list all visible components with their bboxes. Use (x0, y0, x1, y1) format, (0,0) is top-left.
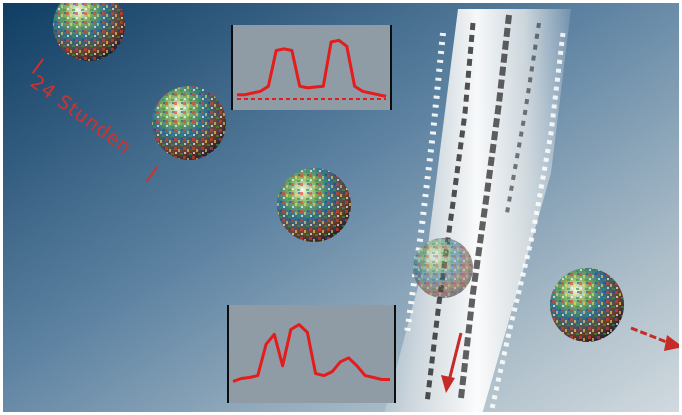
lower-light-curve-chart (232, 323, 390, 383)
earth-globe-icon (413, 238, 473, 298)
light-curve-line (237, 38, 387, 98)
earth-globe-icon (152, 86, 226, 160)
earth-globe-icon (550, 268, 624, 342)
upper-light-curve-panel (231, 25, 392, 110)
arrow-right-icon (630, 326, 679, 351)
upper-light-curve-chart (237, 38, 387, 100)
earth-globe-icon (53, 3, 125, 61)
light-curve-line (232, 323, 390, 383)
star-trail (384, 9, 571, 412)
earth-globe-icon (277, 168, 351, 242)
lower-light-curve-panel (227, 305, 396, 403)
arrow-down-icon (441, 332, 463, 393)
